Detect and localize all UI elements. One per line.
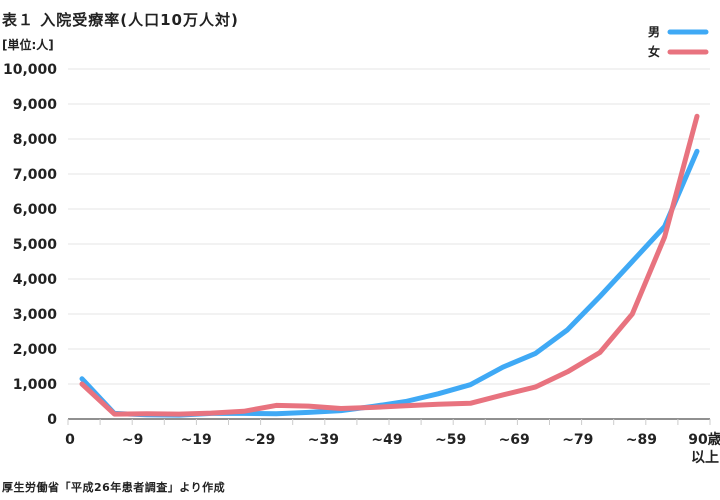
x-tick-label: ~89 [626,432,657,448]
y-tick-label: 5,000 [13,237,58,253]
x-tick-label: ~59 [435,432,466,448]
chart-title: 表１ 入院受療率(人口10万人対) [2,11,239,29]
source-note: 厚生労働省「平成26年患者調査」より作成 [2,481,226,494]
series-lines [79,113,700,418]
series-line-male [79,148,700,418]
legend-label: 男 [648,25,660,39]
y-tick-label: 1,000 [13,377,58,393]
y-tick-label: 2,000 [13,342,58,358]
x-tick-label: ~9 [122,432,143,448]
y-tick-label: 8,000 [13,132,58,148]
x-tick-label: 0 [65,432,75,448]
y-tick-label: 0 [47,412,57,428]
x-tick-label: ~39 [308,432,339,448]
gridlines [68,68,710,420]
y-axis-ticks: 0 1,000 2,000 3,000 4,000 5,000 6,000 7,000 8,00… [3,62,57,428]
y-tick-label: 4,000 [13,272,58,288]
series-line-female [79,113,700,417]
y-tick-label: 6,000 [13,202,58,218]
x-tick-label: ~69 [499,432,530,448]
x-tick-label: ~49 [371,432,402,448]
x-tick-label: ~79 [562,432,593,448]
x-axis-ticks: 0 ~9 ~19 ~29 ~39 ~49 ~59 ~69 ~79 ~89 90歳以上 [65,419,720,466]
legend: 男女 [648,25,709,59]
y-tick-label: 10,000 [3,62,57,78]
legend-label: 女 [648,44,660,59]
y-tick-label: 9,000 [13,97,58,113]
x-tick-label: ~29 [244,432,275,448]
x-tick-label: ~19 [181,432,212,448]
x-tick-label: 90歳以上 [688,431,720,466]
unit-label: [単位:人] [2,38,54,52]
y-tick-label: 3,000 [13,307,58,323]
y-tick-label: 7,000 [13,167,58,183]
